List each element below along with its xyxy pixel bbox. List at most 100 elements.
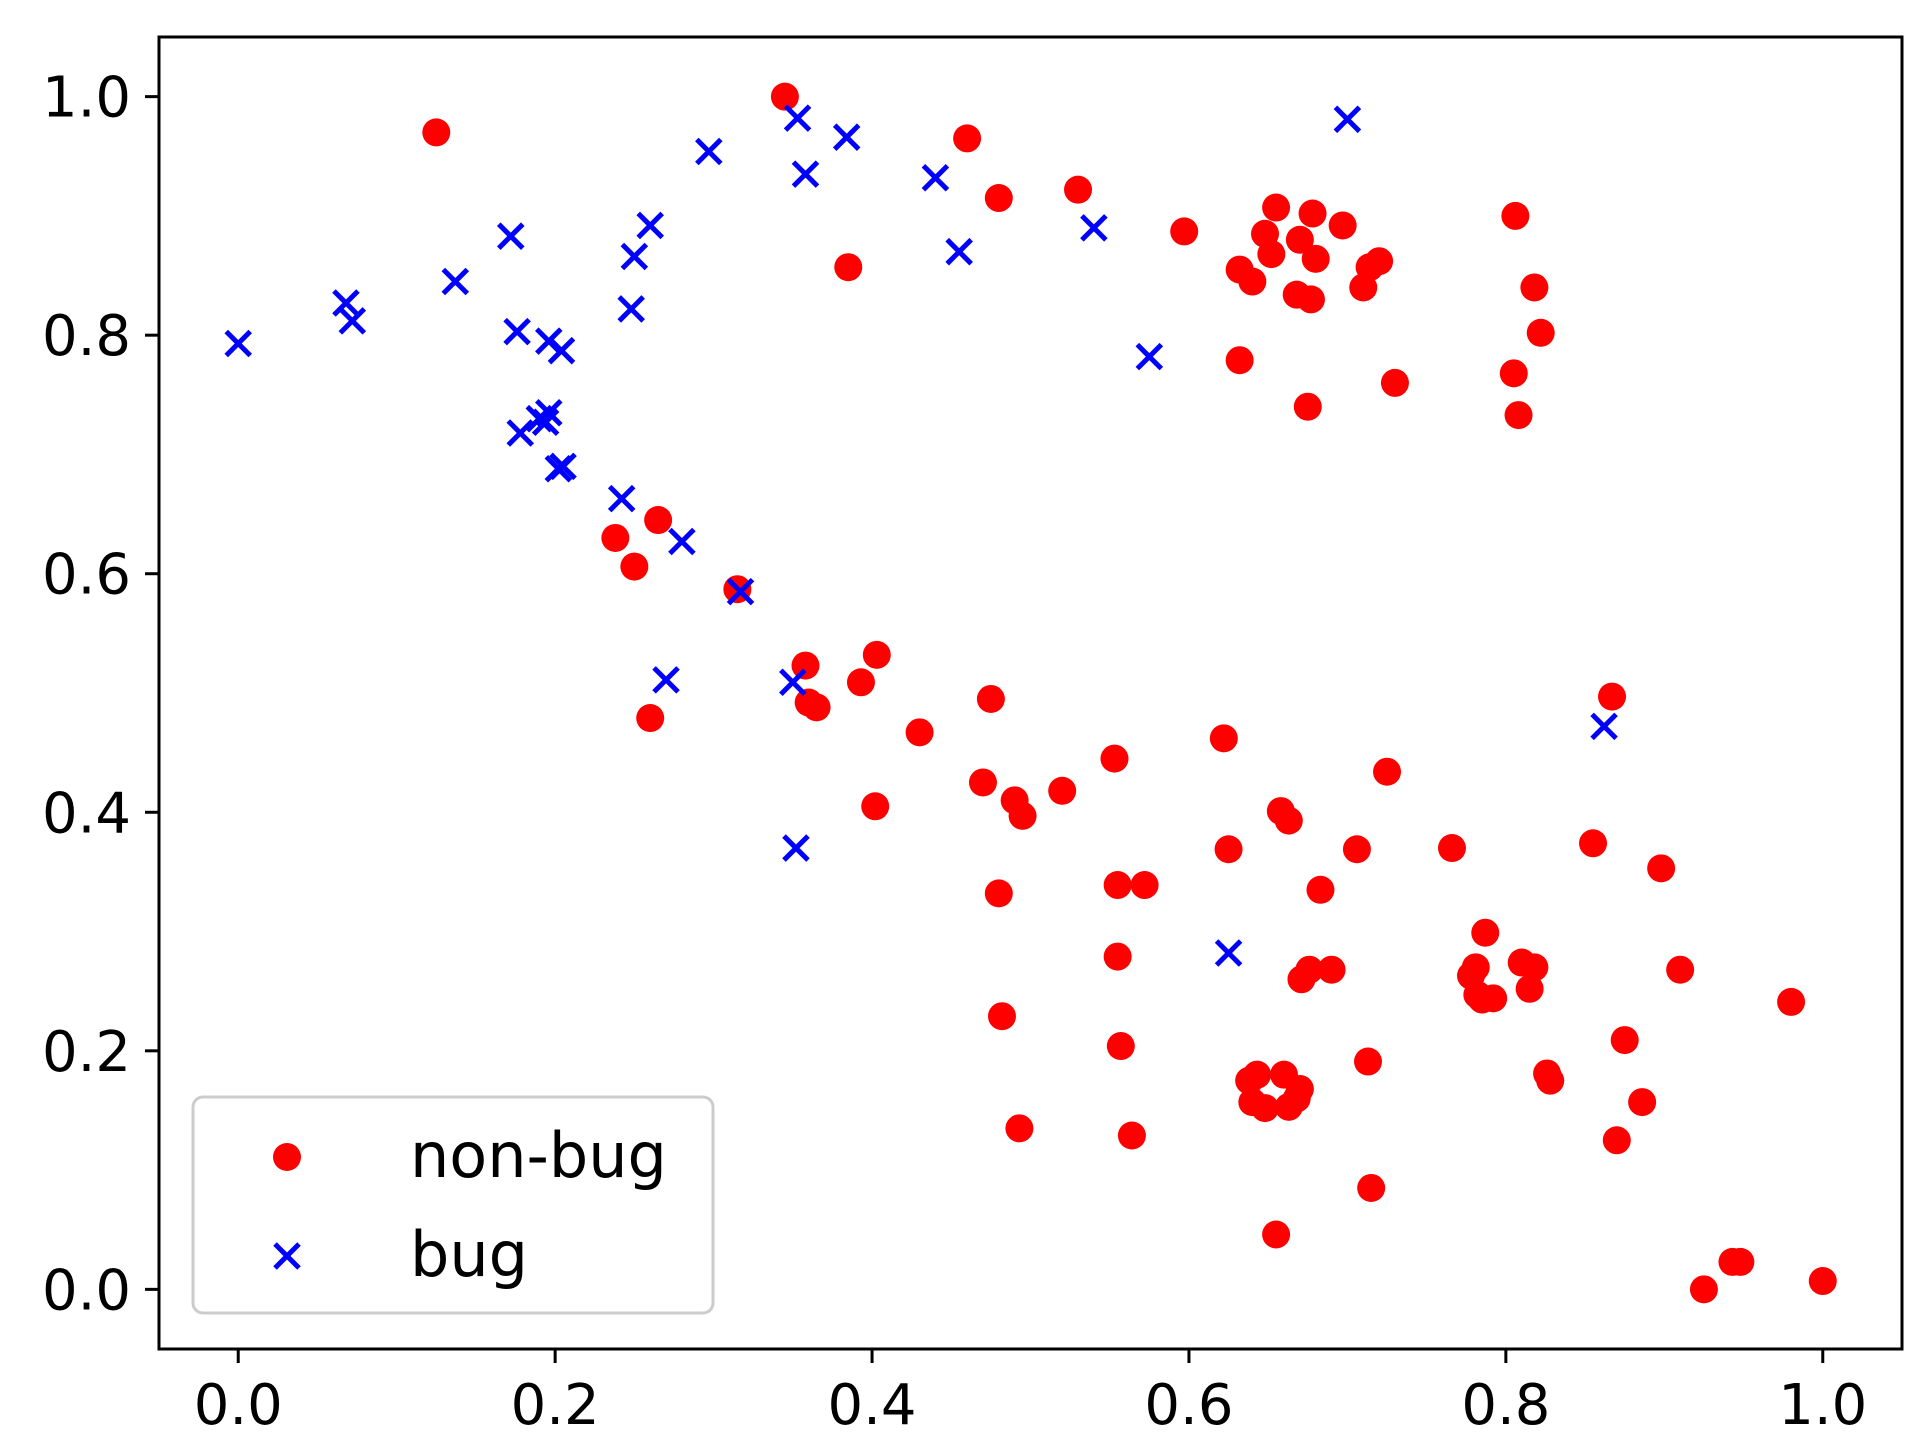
non-bug-point-81: [1471, 918, 1500, 947]
bug-point-30: [1135, 342, 1164, 371]
non-bug-point-99: [1808, 1267, 1837, 1296]
non-bug-point-4: [1064, 175, 1093, 204]
bug-point-22: [779, 668, 807, 697]
bug-point-2: [338, 307, 367, 335]
y-tick-label-0: 0.0: [42, 1258, 131, 1323]
non-bug-point-23: [1380, 368, 1409, 397]
non-bug-point-70: [1285, 1074, 1314, 1103]
bug-point-12: [547, 336, 576, 365]
non-bug-point-2: [953, 124, 982, 153]
non-bug-point-15: [1293, 392, 1322, 421]
bug-point-33: [1590, 712, 1618, 741]
non-bug-point-94: [1666, 955, 1695, 984]
non-bug-point-54: [1130, 871, 1159, 900]
non-bug-point-85: [1520, 953, 1549, 982]
non-bug-point-34: [791, 651, 820, 680]
non-bug-point-0: [422, 118, 451, 147]
non-bug-point-40: [905, 718, 934, 747]
non-bug-point-36: [802, 693, 831, 722]
bug-point-5: [503, 317, 531, 346]
y-tick-label-4: 0.8: [42, 304, 131, 369]
data-points: [224, 82, 1837, 1304]
bug-point-13: [549, 452, 577, 481]
non-bug-point-5: [834, 253, 863, 282]
legend-label-bug: bug: [410, 1218, 528, 1291]
non-bug-point-55: [1209, 724, 1238, 753]
non-bug-point-60: [1342, 835, 1371, 864]
non-bug-point-39: [861, 792, 890, 821]
non-bug-point-6: [1170, 217, 1199, 246]
non-bug-point-11: [1257, 240, 1286, 269]
y-tick-label-3: 0.6: [42, 543, 131, 608]
non-bug-point-75: [1357, 1173, 1386, 1202]
bug-point-27: [921, 163, 950, 192]
non-bug-point-29: [601, 523, 630, 552]
bug-point-3: [441, 267, 470, 296]
bug-point-15: [617, 295, 645, 323]
y-tick-label-5: 1.0: [42, 66, 131, 131]
non-bug-point-78: [1461, 953, 1490, 982]
non-bug-point-26: [1504, 401, 1533, 430]
non-bug-point-73: [1317, 955, 1346, 984]
non-bug-point-3: [984, 184, 1013, 213]
plot-frame: [157, 35, 1904, 1351]
bug-point-0: [224, 329, 252, 358]
non-bug-point-90: [1602, 1126, 1631, 1155]
bug-point-32: [1333, 105, 1362, 134]
legend-label-non-bug: non-bug: [410, 1119, 667, 1192]
bug-point-17: [636, 211, 664, 240]
non-bug-point-47: [1005, 1114, 1034, 1143]
non-bug-point-91: [1610, 1026, 1639, 1055]
non-bug-point-97: [1726, 1247, 1755, 1276]
non-bug-point-50: [1103, 871, 1132, 900]
non-bug-point-82: [1479, 984, 1508, 1013]
non-bug-point-16: [1296, 285, 1325, 314]
bug-point-1: [332, 289, 360, 317]
non-bug-point-87: [1536, 1066, 1565, 1095]
non-bug-point-49: [1100, 744, 1129, 773]
non-bug-point-65: [1251, 1094, 1280, 1123]
bug-point-24: [783, 104, 812, 132]
non-bug-point-43: [984, 879, 1013, 908]
bug-point-31: [1214, 939, 1243, 967]
bug-point-6: [506, 419, 535, 447]
non-bug-point-24: [1501, 201, 1530, 230]
non-bug-point-46: [987, 1002, 1016, 1031]
bug-point-9: [535, 398, 563, 427]
non-bug-point-18: [1301, 244, 1330, 273]
non-bug-point-74: [1354, 1047, 1383, 1076]
bug-point-29: [1080, 214, 1108, 242]
bug-point-25: [791, 160, 820, 188]
non-bug-point-41: [968, 768, 997, 797]
non-bug-point-48: [1048, 776, 1077, 805]
non-bug-point-64: [1243, 1060, 1272, 1089]
non-bug-point-42: [976, 684, 1005, 713]
non-bug-point-32: [636, 704, 665, 733]
non-bug-point-59: [1306, 875, 1335, 904]
non-bug-point-56: [1214, 835, 1243, 864]
bug-point-14: [607, 484, 636, 513]
non-bug-point-22: [1365, 247, 1394, 276]
non-bug-point-95: [1689, 1275, 1718, 1304]
non-bug-point-25: [1499, 359, 1528, 388]
non-bug-point-38: [862, 640, 891, 669]
non-bug-point-17: [1298, 199, 1327, 228]
x-tick-label-5: 1.0: [1778, 1373, 1867, 1438]
non-bug-point-84: [1515, 974, 1544, 1003]
non-bug-point-98: [1777, 987, 1806, 1016]
non-bug-point-92: [1628, 1088, 1657, 1117]
x-axis: 0.0 0.2 0.4 0.6 0.8 1.0: [194, 1349, 1867, 1438]
non-bug-point-1: [770, 82, 799, 111]
non-bug-point-76: [1437, 834, 1466, 863]
non-bug-point-61: [1373, 757, 1402, 786]
bug-point-28: [945, 237, 973, 266]
non-bug-point-19: [1328, 211, 1357, 240]
non-bug-point-53: [1117, 1121, 1146, 1150]
non-bug-point-58: [1274, 806, 1303, 835]
non-bug-point-27: [1520, 273, 1549, 302]
non-bug-point-88: [1579, 829, 1608, 858]
non-bug-point-12: [1262, 193, 1291, 222]
non-bug-point-37: [846, 668, 875, 697]
legend-box: [191, 1095, 715, 1315]
